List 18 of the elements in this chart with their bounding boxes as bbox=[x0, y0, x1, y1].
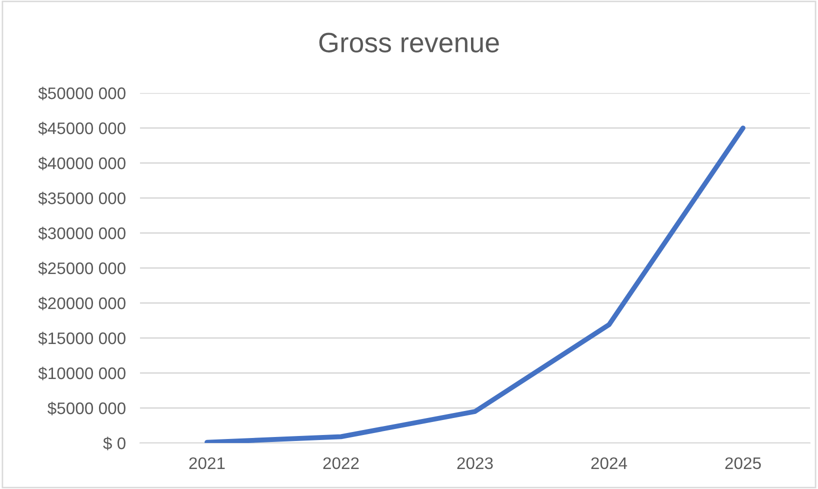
y-tick-label: $35000 000 bbox=[38, 192, 126, 206]
x-tick-label: 2025 bbox=[725, 457, 761, 470]
y-tick-label: $50000 000 bbox=[38, 86, 126, 100]
x-tick-label: 2023 bbox=[457, 457, 493, 470]
y-tick-label: $20000 000 bbox=[38, 296, 126, 310]
y-tick-label: $40000 000 bbox=[38, 156, 126, 170]
y-tick-label: $30000 000 bbox=[38, 226, 126, 240]
line-series bbox=[204, 126, 746, 443]
y-tick-label: $ 0 bbox=[103, 436, 126, 450]
x-tick-label: 2021 bbox=[189, 457, 225, 470]
x-tick-label: 2024 bbox=[591, 457, 628, 470]
y-tick-label: $15000 000 bbox=[38, 332, 126, 346]
y-tick-label: $5000 000 bbox=[48, 402, 126, 416]
y-tick-label: $10000 000 bbox=[38, 366, 126, 380]
y-tick-label: $25000 000 bbox=[38, 262, 126, 276]
y-tick-label: $45000 000 bbox=[38, 122, 126, 136]
chart-title: Gross revenue bbox=[319, 32, 499, 52]
x-tick-label: 2022 bbox=[323, 457, 359, 470]
